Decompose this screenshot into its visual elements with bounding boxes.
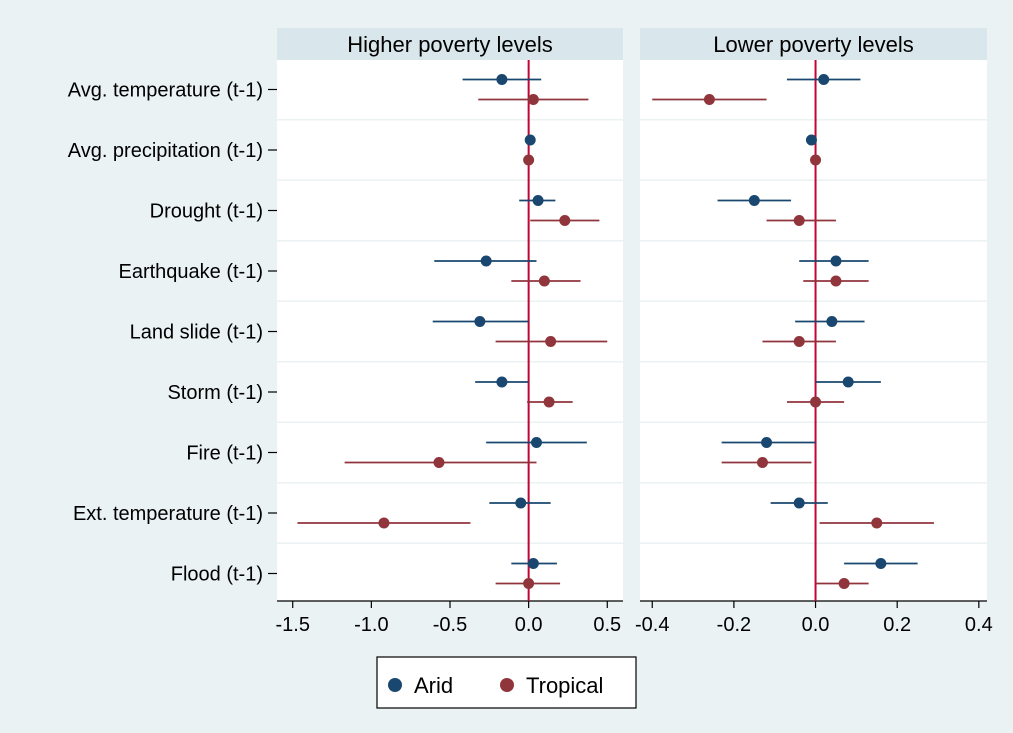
point-tropical <box>523 578 535 589</box>
panel-higher-poverty: Higher poverty levels -1.5 -1.0 -0.5 0.0 0.5 <box>275 28 623 636</box>
point-tropical <box>538 275 550 287</box>
point-tropical <box>527 94 539 105</box>
point-tropical <box>810 154 822 166</box>
point-tropical <box>830 275 842 287</box>
y-tick-label: Ext. temperature (t-1) <box>73 503 263 525</box>
y-tick-label: Drought (t-1) <box>150 201 263 223</box>
legend-label-tropical: Tropical <box>526 673 603 698</box>
legend-label-arid: Arid <box>414 673 453 698</box>
legend-marker-tropical <box>500 678 514 692</box>
legend-marker-arid <box>388 678 402 692</box>
point-arid <box>748 195 760 206</box>
point-arid <box>480 255 492 267</box>
point-arid <box>515 497 527 509</box>
point-arid <box>761 437 773 448</box>
point-arid <box>524 134 536 146</box>
x-tick-label: -1.5 <box>275 614 309 636</box>
point-arid <box>818 74 830 85</box>
panel-title: Higher poverty levels <box>347 32 552 57</box>
y-tick-label: Flood (t-1) <box>171 564 263 586</box>
point-arid <box>875 558 887 569</box>
plot-area <box>277 60 623 601</box>
point-tropical <box>523 154 535 166</box>
x-tick-label: -0.4 <box>635 614 669 636</box>
point-tropical <box>793 336 805 347</box>
point-arid <box>793 497 805 509</box>
point-arid <box>830 255 842 267</box>
point-tropical <box>756 457 768 468</box>
point-tropical <box>378 517 390 529</box>
point-arid <box>805 134 817 146</box>
point-arid <box>826 316 838 327</box>
x-tick-label: 0.4 <box>965 614 993 636</box>
x-tick-label: -1.0 <box>354 614 388 636</box>
y-tick-label: Earthquake (t-1) <box>118 261 263 283</box>
panel-lower-poverty: Lower poverty levels -0.4 -0.2 0.0 0.2 0.4 <box>635 28 993 636</box>
point-arid <box>496 74 508 85</box>
point-tropical <box>810 396 822 408</box>
point-arid <box>474 316 486 327</box>
plot-area <box>640 60 987 601</box>
point-tropical <box>871 517 883 529</box>
y-tick-label: Land slide (t-1) <box>130 322 263 344</box>
panel-header <box>640 28 987 60</box>
panel-title: Lower poverty levels <box>713 32 914 57</box>
panel-header <box>277 28 623 60</box>
point-arid <box>842 376 854 388</box>
point-tropical <box>559 215 571 226</box>
legend: Arid Tropical <box>376 656 637 709</box>
point-tropical <box>433 457 445 468</box>
point-arid <box>532 195 544 206</box>
x-tick-label: 0.0 <box>802 614 830 636</box>
point-tropical <box>793 215 805 226</box>
y-tick-label: Avg. precipitation (t-1) <box>68 140 263 162</box>
x-tick-label: 0.0 <box>515 614 543 636</box>
y-tick-label: Storm (t-1) <box>167 382 263 404</box>
x-tick-label: -0.2 <box>717 614 751 636</box>
y-tick-label: Avg. temperature (t-1) <box>68 80 263 102</box>
x-tick-label: 0.5 <box>593 614 621 636</box>
y-tick-label: Fire (t-1) <box>186 443 263 465</box>
x-tick-label: -0.5 <box>433 614 467 636</box>
point-arid <box>496 376 508 388</box>
point-tropical <box>543 396 555 408</box>
point-tropical <box>838 578 850 589</box>
y-axis-labels: Avg. temperature (t-1) Avg. precipitation… <box>68 80 277 586</box>
point-tropical <box>545 336 557 347</box>
point-arid <box>527 558 539 569</box>
point-arid <box>531 437 542 448</box>
point-tropical <box>703 94 715 105</box>
x-tick-label: 0.2 <box>883 614 911 636</box>
